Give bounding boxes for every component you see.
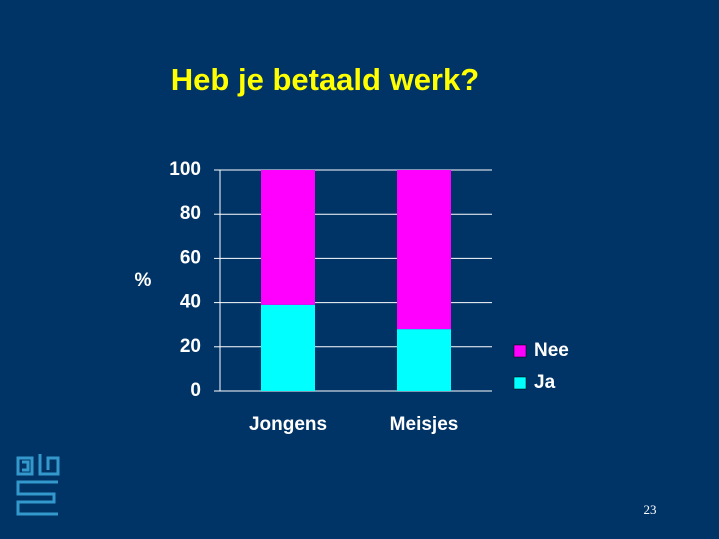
bar-segment <box>261 170 315 305</box>
bar-segment <box>261 304 315 391</box>
y-tick-label: 80 <box>180 203 201 224</box>
x-tick-label: Meisjes <box>390 414 459 435</box>
y-tick-label: 40 <box>180 292 201 313</box>
y-tick-label: 0 <box>190 380 201 401</box>
y-tick-label: 60 <box>180 247 201 268</box>
y-tick-label: 20 <box>180 336 201 357</box>
legend-swatch <box>513 376 527 390</box>
chart-title: Heb je betaald werk? <box>171 62 479 97</box>
legend-label: Ja <box>534 372 556 393</box>
legend-swatch <box>513 344 527 358</box>
legend-label: Nee <box>534 340 569 361</box>
cbs-logo <box>16 454 60 516</box>
bar-segment <box>397 329 451 391</box>
bar-segment <box>397 170 451 330</box>
page-number: 23 <box>644 502 657 517</box>
y-axis-label: % <box>135 270 152 291</box>
y-tick-label: 100 <box>169 159 201 180</box>
x-tick-label: Jongens <box>249 414 327 435</box>
